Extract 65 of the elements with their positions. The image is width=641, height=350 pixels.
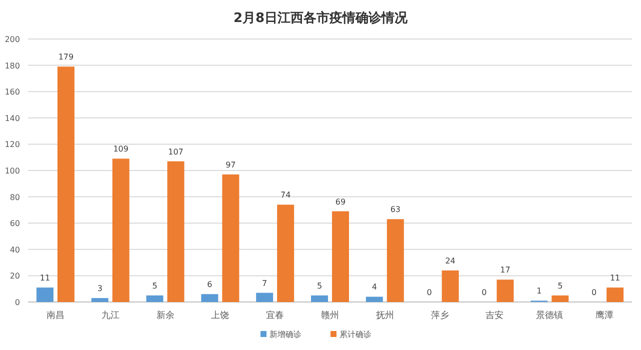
y-tick-label: 60 (10, 219, 20, 228)
data-label: 6 (207, 280, 212, 290)
data-label: 3 (97, 284, 102, 294)
data-label: 0 (482, 288, 487, 297)
data-label: 24 (445, 256, 456, 266)
x-tick-label: 吉安 (486, 310, 504, 321)
x-tick-label: 鹰潭 (596, 310, 614, 321)
x-tick-label: 宜春 (266, 310, 284, 321)
y-tick-label: 100 (4, 166, 20, 176)
data-label: 74 (280, 190, 291, 200)
data-label: 5 (152, 281, 158, 290)
data-label: 0 (426, 288, 432, 297)
data-label: 4 (372, 282, 377, 292)
x-tick-label: 新余 (156, 310, 174, 321)
x-tick-label: 上饶 (211, 310, 230, 321)
y-tick-label: 140 (4, 114, 20, 123)
bar (167, 161, 184, 302)
data-label: 97 (226, 160, 236, 170)
bar (606, 288, 624, 302)
data-label: 107 (168, 147, 184, 156)
y-tick-label: 20 (10, 272, 20, 281)
bar (201, 294, 218, 302)
bar (442, 270, 459, 302)
data-label: 5 (316, 281, 322, 290)
y-tick-label: 160 (4, 88, 20, 97)
bar (57, 66, 74, 302)
data-label: 109 (113, 144, 129, 154)
bar (332, 211, 349, 302)
y-tick-label: 80 (10, 192, 20, 202)
bar (311, 295, 328, 302)
x-tick-label: 抚州 (374, 310, 394, 321)
bar (256, 292, 274, 302)
bar (222, 174, 240, 302)
y-tick-label: 200 (4, 35, 20, 44)
chart-title: 2月8日江西各市疫情确诊情况 (233, 10, 409, 26)
x-tick-label: 景德镇 (536, 310, 564, 321)
data-label: 63 (390, 205, 401, 214)
data-label: 11 (40, 274, 50, 283)
bar (366, 296, 383, 302)
bar (277, 204, 294, 302)
data-label: 11 (610, 274, 620, 283)
y-tick-label: 0 (14, 298, 20, 307)
x-tick-label: 赣州 (321, 310, 339, 321)
x-tick-label: 南昌 (46, 310, 64, 321)
x-tick-label: 萍乡 (430, 310, 449, 321)
y-tick-label: 180 (4, 61, 20, 70)
y-tick-label: 40 (10, 245, 20, 254)
legend-label: 新增确诊 (270, 330, 302, 339)
bar (112, 158, 130, 302)
data-label: 1 (536, 286, 542, 296)
bar (146, 295, 164, 302)
data-label: 69 (335, 197, 346, 206)
x-tick-label: 九江 (101, 310, 120, 321)
data-label: 7 (262, 278, 268, 288)
data-label: 0 (592, 288, 597, 297)
bar (386, 219, 404, 302)
data-label: 5 (558, 281, 563, 290)
data-label: 17 (500, 266, 510, 275)
legend-label: 累计确诊 (340, 330, 372, 339)
y-tick-label: 120 (4, 140, 20, 150)
bar (552, 295, 569, 302)
bar (496, 280, 514, 302)
bar (36, 288, 54, 302)
bar (91, 298, 108, 302)
data-label: 179 (58, 52, 74, 62)
